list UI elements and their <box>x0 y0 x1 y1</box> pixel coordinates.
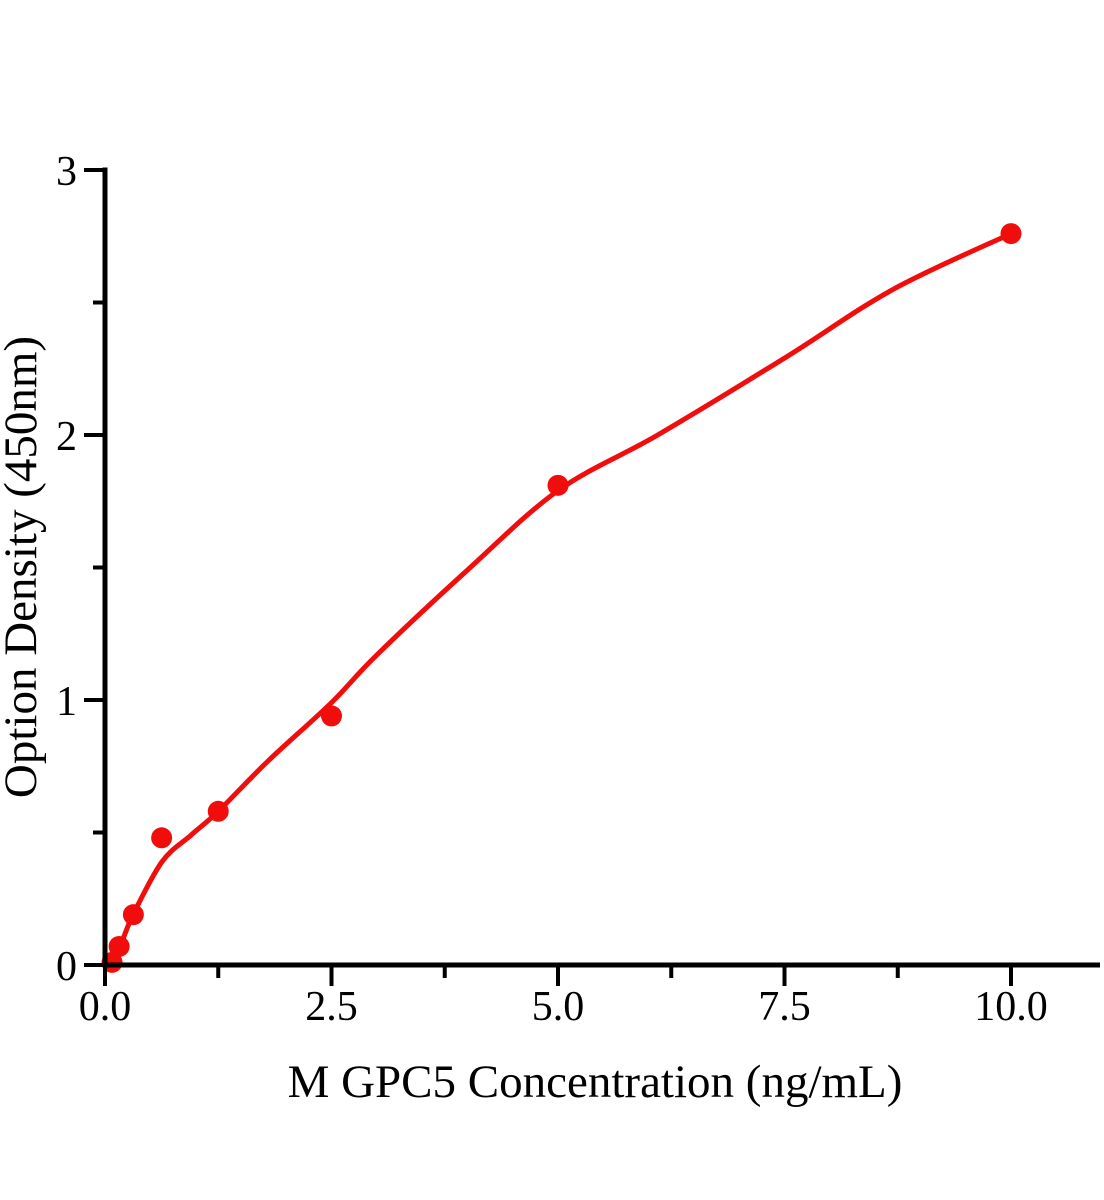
data-point <box>1000 223 1022 245</box>
data-point <box>321 705 342 727</box>
x-tick-label: 7.5 <box>758 984 811 1030</box>
x-tick-label: 0.0 <box>79 984 132 1030</box>
data-point <box>122 904 144 926</box>
fit-curve <box>102 231 1014 968</box>
y-tick-label: 1 <box>56 679 77 725</box>
x-tick-label: 2.5 <box>305 984 358 1030</box>
data-point <box>547 474 569 496</box>
y-tick-label: 3 <box>56 149 77 195</box>
data-point <box>207 800 229 822</box>
y-axis-title: Option Density (450nm) <box>0 336 47 798</box>
x-tick-label: 5.0 <box>532 984 585 1030</box>
x-axis-title: M GPC5 Concentration (ng/mL) <box>288 1056 903 1108</box>
y-tick-label: 2 <box>56 414 77 460</box>
y-tick-label: 0 <box>56 944 77 990</box>
data-point <box>151 827 173 849</box>
x-tick-label: 10.0 <box>974 984 1048 1030</box>
data-point <box>108 935 130 957</box>
